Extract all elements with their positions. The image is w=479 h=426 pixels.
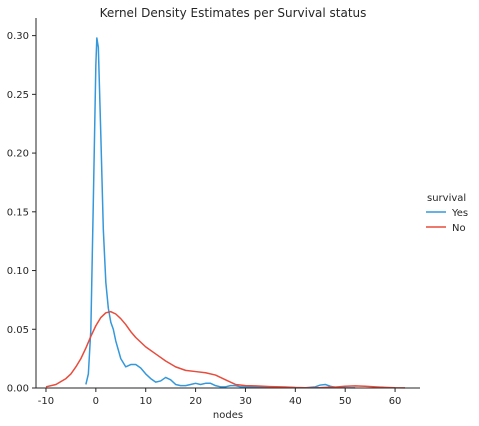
x-tick-label: 30	[239, 396, 252, 407]
x-tick-label: -10	[38, 396, 54, 407]
x-tick-label: 10	[139, 396, 152, 407]
plot-area	[45, 37, 406, 389]
series-line-yes	[85, 37, 356, 389]
y-tick-label: 0.30	[7, 31, 29, 42]
y-tick-label: 0.00	[7, 384, 29, 395]
y-tick-label: 0.10	[7, 266, 29, 277]
legend: survival Yes No	[426, 193, 468, 234]
x-tick-label: 40	[289, 396, 302, 407]
x-tick-label: 50	[339, 396, 352, 407]
chart-title: Kernel Density Estimates per Survival st…	[100, 6, 367, 20]
axes	[35, 18, 420, 389]
y-tick-label: 0.25	[7, 90, 29, 101]
y-tick-label: 0.20	[7, 149, 29, 160]
legend-title: survival	[427, 193, 466, 204]
x-tick-label: 20	[189, 396, 202, 407]
legend-label-no: No	[452, 223, 466, 234]
y-tick-label: 0.15	[7, 207, 29, 218]
x-tick-label: 0	[93, 396, 99, 407]
x-axis-label: nodes	[213, 410, 243, 421]
x-ticks: -10 0 10 20 30 40 50 60	[38, 388, 402, 407]
x-tick-label: 60	[389, 396, 402, 407]
legend-label-yes: Yes	[451, 208, 468, 219]
series-line-no	[45, 310, 406, 389]
y-ticks: 0.00 0.05 0.10 0.15 0.20 0.25 0.30	[7, 31, 36, 395]
y-tick-label: 0.05	[7, 325, 29, 336]
